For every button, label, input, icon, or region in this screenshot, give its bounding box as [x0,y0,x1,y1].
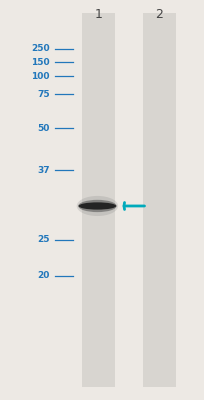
Bar [143,13,175,387]
Text: 100: 100 [31,72,49,81]
Text: 25: 25 [37,235,49,244]
Text: 37: 37 [37,166,49,175]
Ellipse shape [78,202,116,210]
Text: 250: 250 [31,44,49,53]
Text: 75: 75 [37,90,49,99]
Ellipse shape [78,200,116,212]
Text: 50: 50 [37,124,49,133]
Bar [82,13,114,387]
Text: 2: 2 [155,8,163,21]
Ellipse shape [76,196,118,216]
Text: 1: 1 [94,8,102,21]
Text: 20: 20 [37,271,49,280]
Text: 150: 150 [31,58,49,67]
